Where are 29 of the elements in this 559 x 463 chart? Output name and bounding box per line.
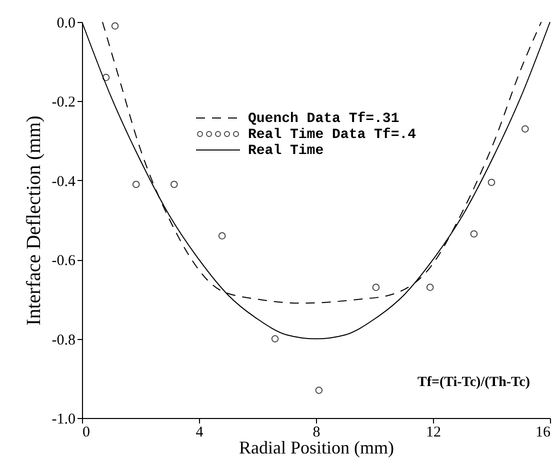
point	[521, 125, 529, 133]
point	[218, 232, 226, 240]
point	[102, 74, 110, 82]
x-tick-label: 8	[312, 424, 320, 440]
point	[170, 180, 178, 188]
legend-label: Real Time Data Tf=.4	[248, 127, 416, 143]
x-tick-label: 4	[196, 424, 204, 440]
x-tick-label: 12	[426, 424, 441, 440]
y-tick-label: -0.4	[52, 174, 76, 190]
point	[315, 386, 323, 394]
point	[426, 284, 434, 291]
y-axis-title: Interface Deflection (mm)	[22, 116, 45, 326]
x-tick-label: 0	[82, 424, 90, 440]
x-tick-label: 16	[536, 424, 551, 440]
y-tick-label: -0.8	[52, 332, 76, 348]
point	[470, 230, 478, 238]
point	[111, 22, 119, 30]
annotation: Tf=(Ti-Tc)/(Th-Tc)	[418, 375, 530, 390]
point	[271, 335, 279, 342]
y-tick-label: -0.6	[52, 253, 76, 270]
x-axis-title: Radial Position (mm)	[239, 438, 394, 458]
legend-label: Real Time	[248, 143, 324, 159]
point	[488, 178, 496, 186]
y-tick-label: -0.2	[52, 94, 76, 111]
y-tick-label: -1.0	[52, 412, 76, 428]
legend-label: Quench Data Tf=.31	[248, 111, 400, 127]
y-tick-label: 0.0	[56, 16, 76, 32]
point	[372, 284, 380, 291]
point	[132, 180, 140, 188]
